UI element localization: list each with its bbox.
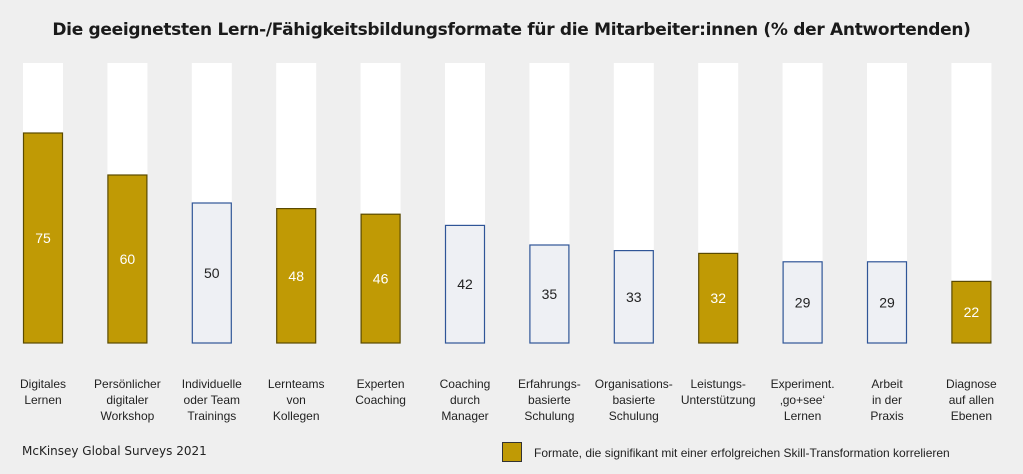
- legend-label: Formate, die signifikant mit einer erfol…: [534, 446, 950, 460]
- data-label: 60: [120, 251, 136, 267]
- bar: [444, 224, 486, 344]
- data-label: 35: [542, 286, 558, 302]
- data-label: 48: [288, 268, 304, 284]
- bar: [107, 174, 148, 344]
- category-label: Erfahrungs- basierte Schulung: [518, 377, 581, 423]
- bar: [529, 244, 570, 344]
- data-label: 29: [795, 294, 811, 310]
- category-label: Individuelle oder Team Trainings: [181, 377, 242, 423]
- data-label: 75: [35, 230, 51, 246]
- category-label: Coaching durch Manager: [439, 377, 491, 423]
- data-label: 46: [373, 271, 389, 287]
- category-label: Experten Coaching: [355, 377, 406, 407]
- bar: [276, 208, 317, 344]
- data-label: 50: [204, 265, 220, 281]
- category-label: Organisations- basierte Schulung: [594, 377, 673, 423]
- data-label: 22: [964, 304, 980, 320]
- bar: [698, 252, 739, 344]
- source-note: McKinsey Global Surveys 2021: [22, 444, 207, 458]
- category-label: Persönlicher digitaler Workshop: [94, 377, 161, 423]
- category-label: Digitales Lernen: [19, 377, 67, 407]
- bar: [782, 261, 823, 344]
- category-label: Arbeit in der Praxis: [870, 377, 904, 423]
- bar: [360, 213, 401, 344]
- bar: [22, 132, 64, 344]
- data-label: 42: [457, 276, 473, 292]
- category-label: Experiment. ‚go+see‘ Lernen: [770, 377, 835, 423]
- chart-title: Die geeignetsten Lern-/Fähigkeitsbildung…: [52, 20, 971, 40]
- legend-swatch: [502, 442, 522, 462]
- bar: [866, 261, 908, 344]
- bar: [951, 280, 992, 344]
- category-label: Diagnose auf allen Ebenen: [946, 377, 997, 423]
- bar: [191, 202, 232, 344]
- category-label: Lernteams von Kollegen: [267, 377, 325, 423]
- bar: [613, 250, 654, 344]
- data-label: 32: [710, 290, 726, 306]
- data-label: 29: [879, 294, 895, 310]
- category-label: Leistungs- Unterstützung: [680, 377, 756, 407]
- data-label: 33: [626, 289, 642, 305]
